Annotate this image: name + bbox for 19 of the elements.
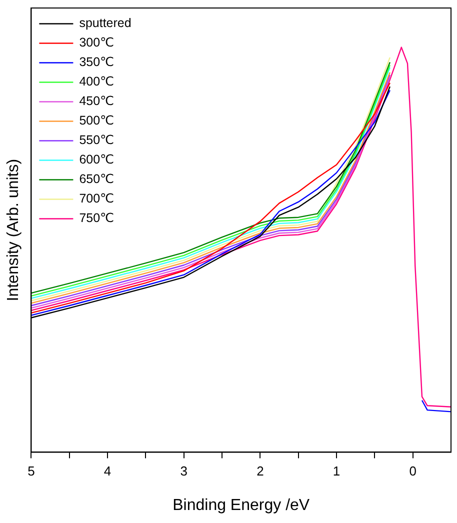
y-axis-title: Intensity (Arb. units)	[5, 158, 22, 302]
legend-label: 550℃	[79, 133, 114, 148]
x-axis-title: Binding Energy /eV	[172, 496, 310, 514]
x-tick-label: 0	[409, 464, 416, 479]
legend-label: 500℃	[79, 114, 114, 128]
x-tick-label: 2	[256, 464, 264, 479]
x-tick-label: 1	[332, 464, 340, 479]
legend-label: 600℃	[79, 152, 114, 167]
x-tick-label: 3	[180, 464, 188, 479]
x-tick-label: 4	[104, 464, 112, 479]
legend-label: 300℃	[79, 36, 114, 50]
legend-label: 450℃	[79, 94, 114, 108]
legend-label: 400℃	[79, 74, 114, 89]
legend-label: 700℃	[79, 192, 114, 206]
legend-label: 750℃	[79, 211, 114, 226]
x-tick-label: 5	[28, 464, 35, 479]
legend-label: 650℃	[79, 172, 114, 186]
legend-label: 350℃	[79, 55, 114, 70]
legend-label: sputtered	[79, 16, 132, 30]
